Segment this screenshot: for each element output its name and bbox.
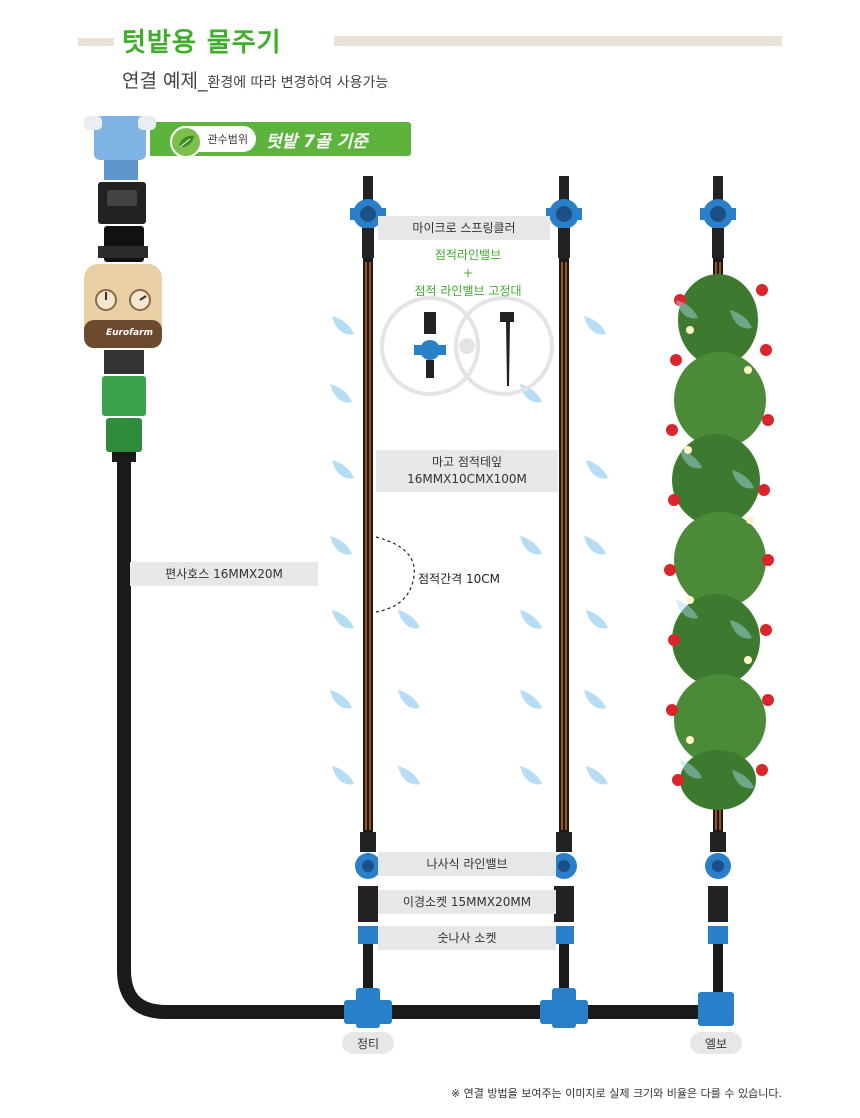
stake-icon [500,312,514,386]
label-reducer-socket: 이경소켓 15MMX20MM [378,890,556,914]
leaf-icon [170,126,202,158]
subtitle-main: 연결 예제_ [122,70,208,92]
page-title: 텃밭용 물주기 [122,28,282,58]
coverage-main-label: 텃밭 7골 기준 [266,132,368,152]
label-plus: + [462,266,474,280]
page-subtitle: 연결 예제_환경에 따라 변경하여 사용가능 [122,66,388,93]
label-tee: 정티 [342,1032,394,1054]
label-male-socket: 숫나사 소켓 [378,926,556,950]
main-hose [117,453,727,1019]
stake-circle [454,296,554,396]
spacing-arc [375,536,415,613]
drip-line-1 [344,176,392,1028]
label-drip-spacing: 점적간격 10CM [418,572,500,586]
label-drip-tape-line1: 마고 점적테잎 [431,455,503,470]
label-sprinkler: 마이크로 스프링클러 [378,216,550,240]
label-drip-valve: 점적라인밸브 [434,248,502,262]
label-drip-valve-holder: 점적 라인밸브 고정대 [414,284,522,298]
green-connector [102,376,146,462]
footnote: ※ 연결 방법을 보여주는 이미지로 실제 크기와 비율은 다를 수 있습니다. [450,1087,782,1100]
timer-icon [84,182,162,374]
drip-tape-label: 마고 점적테잎 16MMX10CMX100M [376,450,558,492]
subtitle-small: 환경에 따라 변경하여 사용가능 [207,75,389,91]
strawberry-plant-icon [664,274,774,810]
label-drip-tape-line2: 16MMX10CMX100M [407,472,527,486]
label-screw-valve: 나사식 라인밸브 [378,852,556,876]
faucet-icon [84,116,156,180]
sprinkler-icon [414,312,446,378]
label-hose: 편사호스 16MMX20M [130,562,318,586]
drip-line-2 [540,176,588,1028]
timer-brand: Eurofarm [106,328,153,338]
label-elbow: 엘보 [690,1032,742,1054]
title-bar-left [78,38,114,46]
title-bar-right [334,36,782,46]
drip-valve-label: 점적라인밸브 + 점적 라인밸브 고정대 [398,246,538,300]
plus-icon [459,338,475,354]
